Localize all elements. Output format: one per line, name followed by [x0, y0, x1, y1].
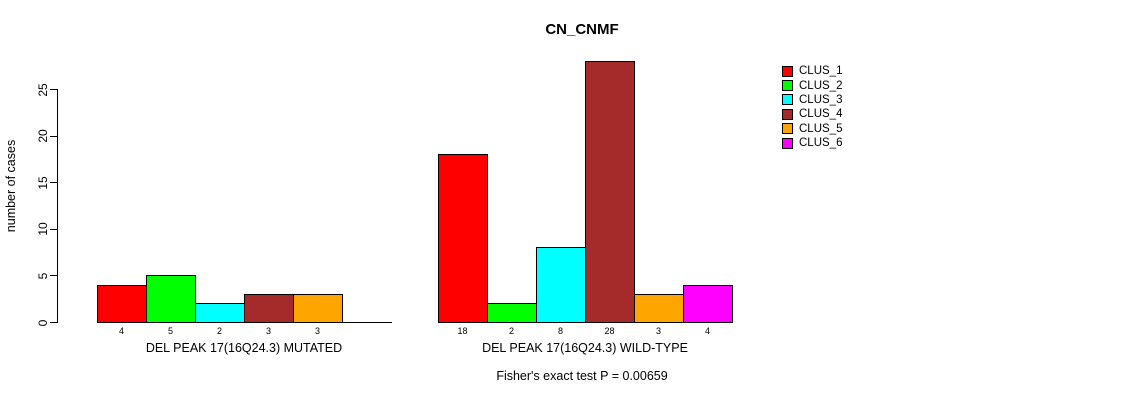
- legend-item: CLUS_2: [782, 78, 842, 92]
- bar-value-label: 4: [118, 326, 125, 336]
- bar-value-label: 8: [557, 326, 564, 336]
- legend-swatch-clus_5: [782, 123, 793, 135]
- y-tick: [50, 275, 57, 277]
- legend-swatch-clus_1: [782, 65, 793, 77]
- y-tick-label: 10: [36, 222, 50, 236]
- y-tick: [50, 228, 57, 230]
- bar-clus_3: [195, 303, 245, 323]
- fisher-test-annotation: Fisher's exact test P = 0.00659: [496, 369, 668, 383]
- bar-value-label: 18: [457, 326, 468, 336]
- bar-value-label: 28: [604, 326, 615, 336]
- legend-swatch-clus_4: [782, 108, 793, 120]
- y-tick: [50, 89, 57, 90]
- legend-swatch-clus_2: [782, 80, 793, 92]
- y-tick-label: 0: [36, 319, 50, 326]
- y-tick-label: 25: [36, 82, 50, 97]
- bar-clus_3: [536, 247, 586, 323]
- y-tick-label: 15: [36, 176, 50, 190]
- legend-item: CLUS_6: [782, 136, 842, 150]
- bar-value-label: 5: [167, 326, 174, 336]
- bar-clus_6: [683, 285, 733, 323]
- legend-item: CLUS_4: [782, 107, 842, 121]
- y-tick: [50, 135, 57, 137]
- bar-clus_1: [438, 154, 488, 323]
- bar-clus_4: [244, 294, 294, 323]
- x-group-label-mutated: DEL PEAK 17(16Q24.3) MUTATED: [145, 341, 343, 355]
- bar-clus_4: [585, 61, 635, 323]
- bar-clus_1: [97, 285, 147, 323]
- bar-value-label: 2: [508, 326, 515, 336]
- legend-item: CLUS_3: [782, 93, 842, 107]
- y-tick: [50, 322, 57, 323]
- legend: CLUS_1 CLUS_2 CLUS_3 CLUS_4 CLUS_5 CLUS_6: [782, 64, 842, 150]
- bar-value-label: 4: [704, 326, 711, 336]
- legend-label: CLUS_1: [799, 65, 843, 78]
- bar-value-label: 3: [655, 326, 662, 336]
- legend-swatch-clus_6: [782, 137, 793, 149]
- legend-label: CLUS_5: [799, 122, 843, 135]
- bar-clus_2: [487, 303, 537, 323]
- y-axis-line: [57, 89, 58, 323]
- legend-label: CLUS_3: [799, 93, 843, 106]
- legend-item: CLUS_5: [782, 122, 842, 136]
- bar-value-label: 3: [265, 326, 272, 336]
- bar-clus_2: [146, 275, 196, 323]
- y-tick-label: 5: [36, 272, 50, 280]
- legend-swatch-clus_3: [782, 94, 793, 106]
- legend-item: CLUS_1: [782, 64, 842, 78]
- bar-value-label: 3: [314, 326, 321, 336]
- legend-label: CLUS_4: [799, 108, 843, 121]
- legend-label: CLUS_6: [799, 137, 843, 150]
- y-tick-label: 20: [36, 129, 50, 143]
- bar-clus_5: [634, 294, 684, 323]
- bar-clus_5: [293, 294, 343, 323]
- x-group-label-wildtype: DEL PEAK 17(16Q24.3) WILD-TYPE: [482, 341, 688, 355]
- y-tick: [50, 182, 57, 184]
- legend-label: CLUS_2: [799, 79, 843, 92]
- bar-value-label: 2: [216, 326, 223, 336]
- chart-title: CN_CNMF: [545, 21, 619, 38]
